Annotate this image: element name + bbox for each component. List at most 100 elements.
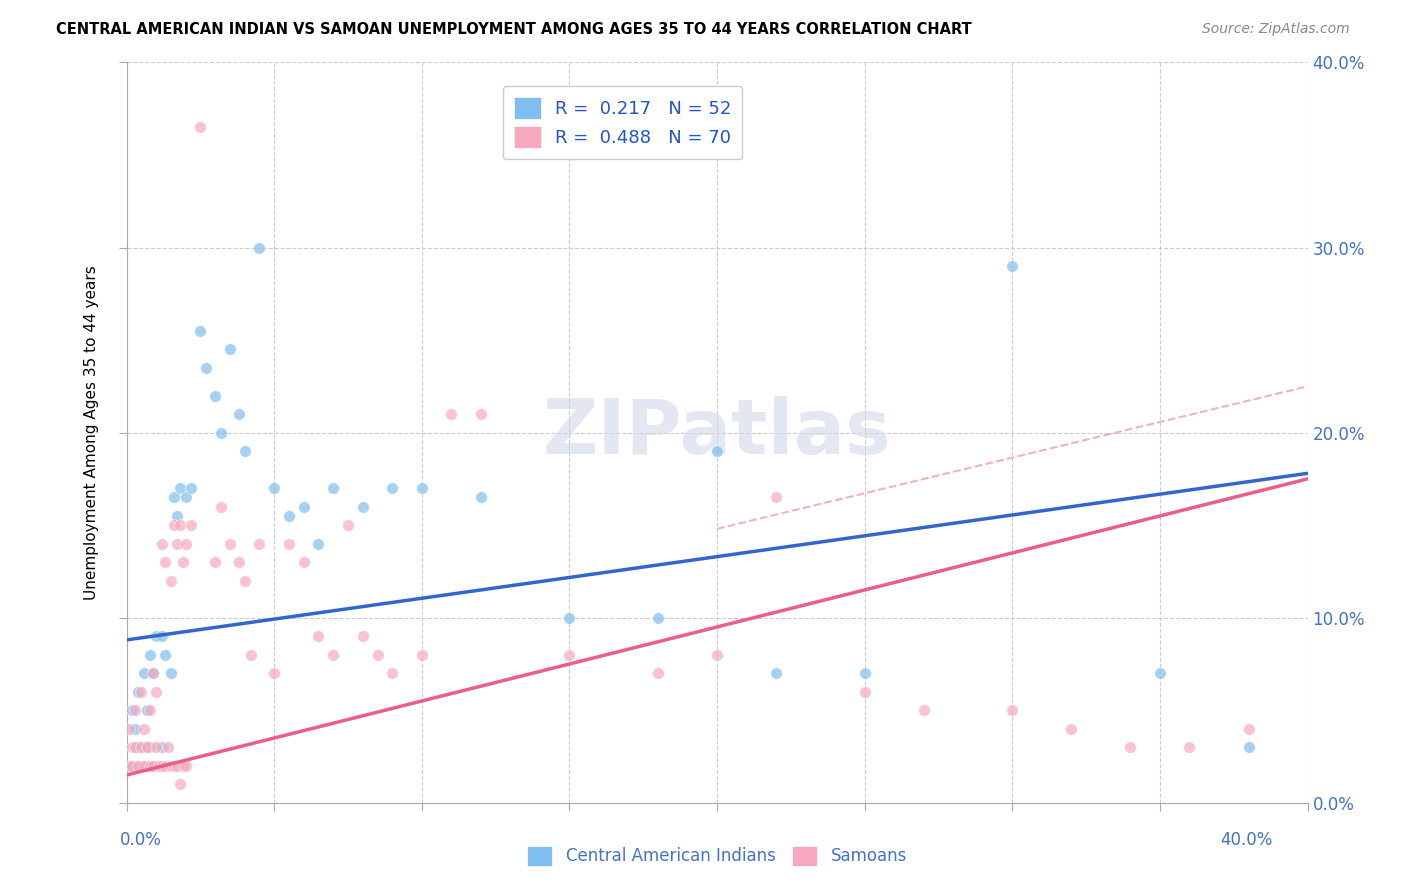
- Point: [1178, 740, 1201, 755]
- Point: [411, 648, 433, 662]
- Point: [163, 518, 186, 533]
- Point: [322, 648, 344, 662]
- Point: [381, 666, 404, 681]
- Point: [337, 518, 360, 533]
- Point: [129, 740, 153, 755]
- Point: [166, 508, 188, 523]
- Point: [209, 425, 232, 440]
- Point: [209, 500, 232, 514]
- Point: [765, 491, 787, 505]
- Point: [134, 666, 156, 681]
- Point: [647, 666, 669, 681]
- Point: [142, 666, 165, 681]
- Point: [470, 491, 492, 505]
- Y-axis label: Unemployment Among Ages 35 to 44 years: Unemployment Among Ages 35 to 44 years: [84, 265, 100, 600]
- Point: [118, 722, 141, 736]
- Point: [195, 360, 218, 375]
- Point: [292, 555, 315, 569]
- Point: [188, 324, 212, 338]
- Point: [127, 685, 149, 699]
- Point: [239, 648, 262, 662]
- Point: [139, 758, 162, 772]
- Point: [136, 740, 159, 755]
- Point: [124, 703, 146, 717]
- Point: [1237, 740, 1260, 755]
- Point: [1001, 703, 1024, 717]
- Point: [228, 407, 250, 421]
- Point: [308, 536, 330, 550]
- Point: [558, 648, 581, 662]
- Point: [127, 758, 149, 772]
- Point: [470, 407, 492, 421]
- Point: [169, 518, 191, 533]
- Point: [228, 555, 250, 569]
- Text: ZIPatlas: ZIPatlas: [543, 396, 891, 469]
- Point: [160, 758, 183, 772]
- Point: [136, 758, 159, 772]
- Point: [145, 758, 167, 772]
- Point: [142, 666, 165, 681]
- Point: [118, 758, 141, 772]
- Point: [352, 500, 374, 514]
- Point: [124, 758, 146, 772]
- Point: [145, 740, 167, 755]
- Point: [172, 758, 194, 772]
- Point: [148, 758, 170, 772]
- Point: [765, 666, 787, 681]
- Point: [166, 536, 188, 550]
- Point: [249, 240, 271, 255]
- Point: [233, 444, 256, 458]
- Point: [169, 777, 191, 791]
- Point: [172, 555, 194, 569]
- Point: [145, 629, 167, 643]
- Point: [219, 536, 242, 550]
- Point: [163, 758, 186, 772]
- Point: [322, 481, 344, 495]
- Point: [134, 758, 156, 772]
- Point: [440, 407, 463, 421]
- Point: [121, 740, 143, 755]
- Point: [308, 629, 330, 643]
- Point: [136, 740, 159, 755]
- Point: [153, 758, 176, 772]
- Point: [174, 536, 197, 550]
- Point: [163, 491, 186, 505]
- Point: [352, 629, 374, 643]
- Point: [139, 703, 162, 717]
- Point: [129, 740, 153, 755]
- Point: [180, 481, 202, 495]
- Point: [174, 758, 197, 772]
- Point: [1119, 740, 1142, 755]
- Point: [134, 740, 156, 755]
- Point: [706, 444, 728, 458]
- Point: [160, 666, 183, 681]
- Point: [263, 666, 285, 681]
- Point: [558, 610, 581, 624]
- Point: [169, 481, 191, 495]
- Point: [367, 648, 389, 662]
- Point: [150, 758, 173, 772]
- Point: [204, 388, 226, 402]
- Point: [127, 740, 149, 755]
- Point: [1060, 722, 1083, 736]
- Point: [139, 740, 162, 755]
- Point: [1237, 722, 1260, 736]
- Point: [174, 491, 197, 505]
- Point: [153, 648, 176, 662]
- Text: Source: ZipAtlas.com: Source: ZipAtlas.com: [1202, 22, 1350, 37]
- Point: [127, 758, 149, 772]
- Point: [121, 758, 143, 772]
- Text: 0.0%: 0.0%: [120, 831, 162, 849]
- Point: [706, 648, 728, 662]
- Point: [124, 740, 146, 755]
- Point: [1149, 666, 1171, 681]
- Point: [188, 120, 212, 135]
- Point: [180, 518, 202, 533]
- Point: [166, 758, 188, 772]
- Point: [129, 758, 153, 772]
- Text: CENTRAL AMERICAN INDIAN VS SAMOAN UNEMPLOYMENT AMONG AGES 35 TO 44 YEARS CORRELA: CENTRAL AMERICAN INDIAN VS SAMOAN UNEMPL…: [56, 22, 972, 37]
- Point: [145, 685, 167, 699]
- Point: [249, 536, 271, 550]
- Point: [204, 555, 226, 569]
- Point: [853, 666, 876, 681]
